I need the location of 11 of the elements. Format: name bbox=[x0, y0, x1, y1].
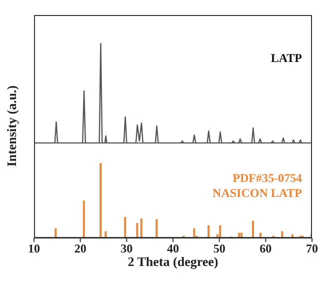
x-tick-label: 20 bbox=[74, 242, 86, 256]
x-tick-label: 60 bbox=[260, 242, 272, 256]
x-tick-label: 50 bbox=[213, 242, 226, 256]
x-axis-title: 2 Theta (degree) bbox=[128, 254, 218, 269]
x-tick-label: 70 bbox=[306, 242, 318, 256]
x-tick-label: 30 bbox=[120, 242, 133, 256]
x-tick-label: 40 bbox=[167, 242, 179, 256]
y-axis-title: Intensity (a.u.) bbox=[4, 85, 20, 167]
x-tick-label: 10 bbox=[28, 242, 40, 256]
text: LATP bbox=[270, 51, 302, 66]
text: PDF#35-0754 NASICON LATP bbox=[212, 171, 302, 201]
